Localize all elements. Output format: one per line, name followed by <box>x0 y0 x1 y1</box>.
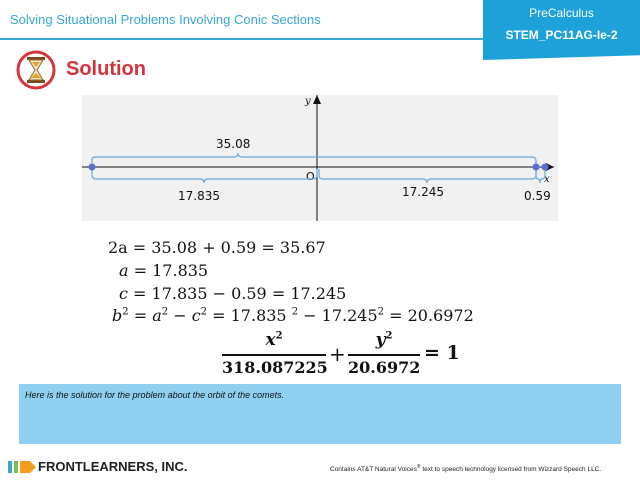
equation-a: a = 17.835 <box>119 261 209 280</box>
plus-sign: + <box>329 342 346 366</box>
x-axis-arrow <box>546 163 554 171</box>
equals-one: = 1 <box>424 342 460 364</box>
left-segment-brace <box>91 169 318 184</box>
origin-label: O <box>306 170 315 183</box>
narration-note: Here is the solution for the problem abo… <box>19 384 621 444</box>
fraction-x: x2 318.087225 <box>222 330 328 377</box>
total-brace <box>91 152 537 167</box>
tts-credit: Contains AT&T Natural Voices® text to sp… <box>330 464 602 474</box>
vertex-right-point <box>541 163 549 171</box>
solution-heading: Solution <box>66 58 146 80</box>
lesson-title: Solving Situational Problems Involving C… <box>10 12 321 27</box>
equation-c: c = 17.835 − 0.59 = 17.245 <box>119 284 347 303</box>
frontlearners-logo-icon <box>8 461 36 473</box>
left-segment-label: 17.835 <box>178 189 220 203</box>
fraction-y: y2 20.6972 <box>348 330 421 377</box>
subject-badge <box>483 0 640 60</box>
equation-2a: 2a = 35.08 + 0.59 = 35.67 <box>108 238 326 257</box>
gap-brace <box>535 169 546 184</box>
orbit-diagram: y x O 35.08 17.835 17.245 0.59 <box>82 95 558 221</box>
vertex-left-point <box>88 163 96 171</box>
y-axis-arrow <box>313 95 321 104</box>
brand-name: FRONTLEARNERS, INC. <box>38 459 188 474</box>
right-segment-label: 17.245 <box>402 185 444 199</box>
competency-code: STEM_PC11AG-Ie-2 <box>505 28 618 42</box>
gap-label: 0.59 <box>524 189 551 203</box>
header-divider <box>0 38 490 40</box>
y-axis-label: y <box>304 96 311 107</box>
equation-b-squared: b2 = a2 − c2 = 17.835 2 − 17.2452 = 20.6… <box>112 306 474 325</box>
total-length-label: 35.08 <box>216 137 250 151</box>
right-segment-brace <box>318 169 537 184</box>
subject-label: PreCalculus <box>529 6 594 20</box>
hourglass-icon <box>16 50 56 90</box>
note-text: Here is the solution for the problem abo… <box>25 390 285 400</box>
focus-right-point <box>532 163 540 171</box>
x-axis-label: x <box>544 174 550 185</box>
